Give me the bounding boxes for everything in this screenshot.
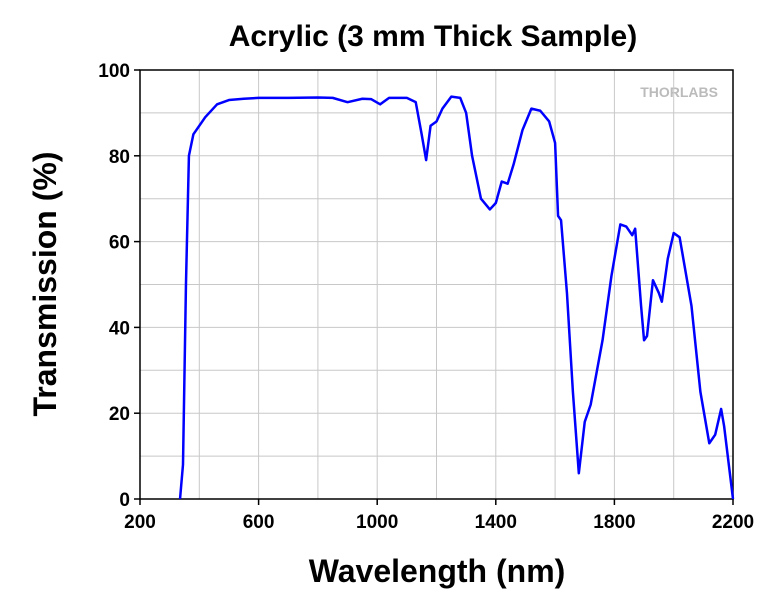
y-tick-label: 60: [109, 233, 130, 254]
x-tick-label: 1800: [593, 512, 635, 533]
y-axis-label: Transmission (%): [27, 152, 63, 417]
x-tick-label: 600: [243, 512, 275, 533]
x-tick-label: 1000: [356, 512, 398, 533]
plot-frame: [139, 69, 734, 500]
x-tick-label: 1400: [475, 512, 517, 533]
x-tick-label: 2200: [712, 512, 754, 533]
y-tick-label: 80: [109, 147, 130, 168]
y-tick-label: 100: [98, 61, 130, 82]
y-tick-label: 0: [119, 490, 130, 511]
chart-title: Acrylic (3 mm Thick Sample): [229, 20, 638, 53]
x-axis-label: Wavelength (nm): [309, 553, 566, 589]
y-tick-label: 40: [109, 318, 130, 339]
x-tick-label: 200: [124, 512, 156, 533]
y-tick-label: 20: [109, 404, 130, 425]
watermark: THORLABS: [640, 84, 718, 100]
data-line: [178, 95, 735, 500]
